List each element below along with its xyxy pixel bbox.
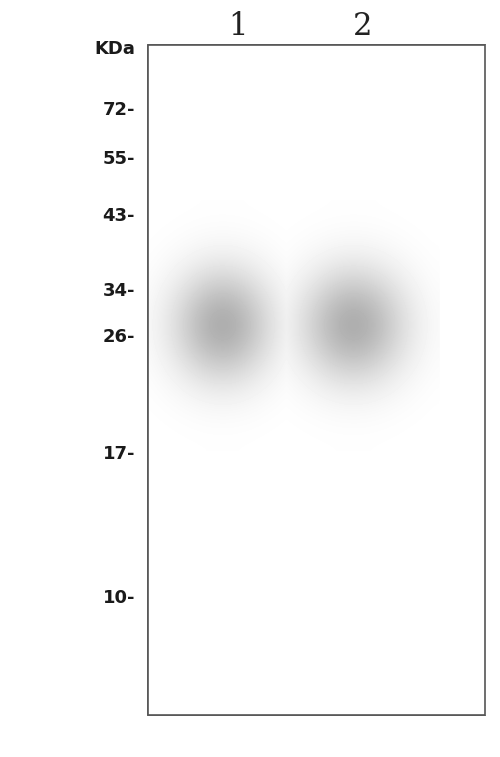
Text: 26-: 26- bbox=[102, 328, 135, 346]
Text: 43-: 43- bbox=[102, 207, 135, 225]
Text: 1: 1 bbox=[228, 11, 247, 42]
Text: 17-: 17- bbox=[102, 445, 135, 463]
Text: KDa: KDa bbox=[94, 40, 135, 58]
Text: 2: 2 bbox=[353, 11, 372, 42]
Text: 55-: 55- bbox=[102, 150, 135, 168]
Bar bbox=[148, 45, 485, 715]
Text: 10-: 10- bbox=[102, 589, 135, 607]
Text: 72-: 72- bbox=[102, 101, 135, 119]
Bar bbox=[148, 45, 485, 715]
Text: 34-: 34- bbox=[102, 282, 135, 301]
